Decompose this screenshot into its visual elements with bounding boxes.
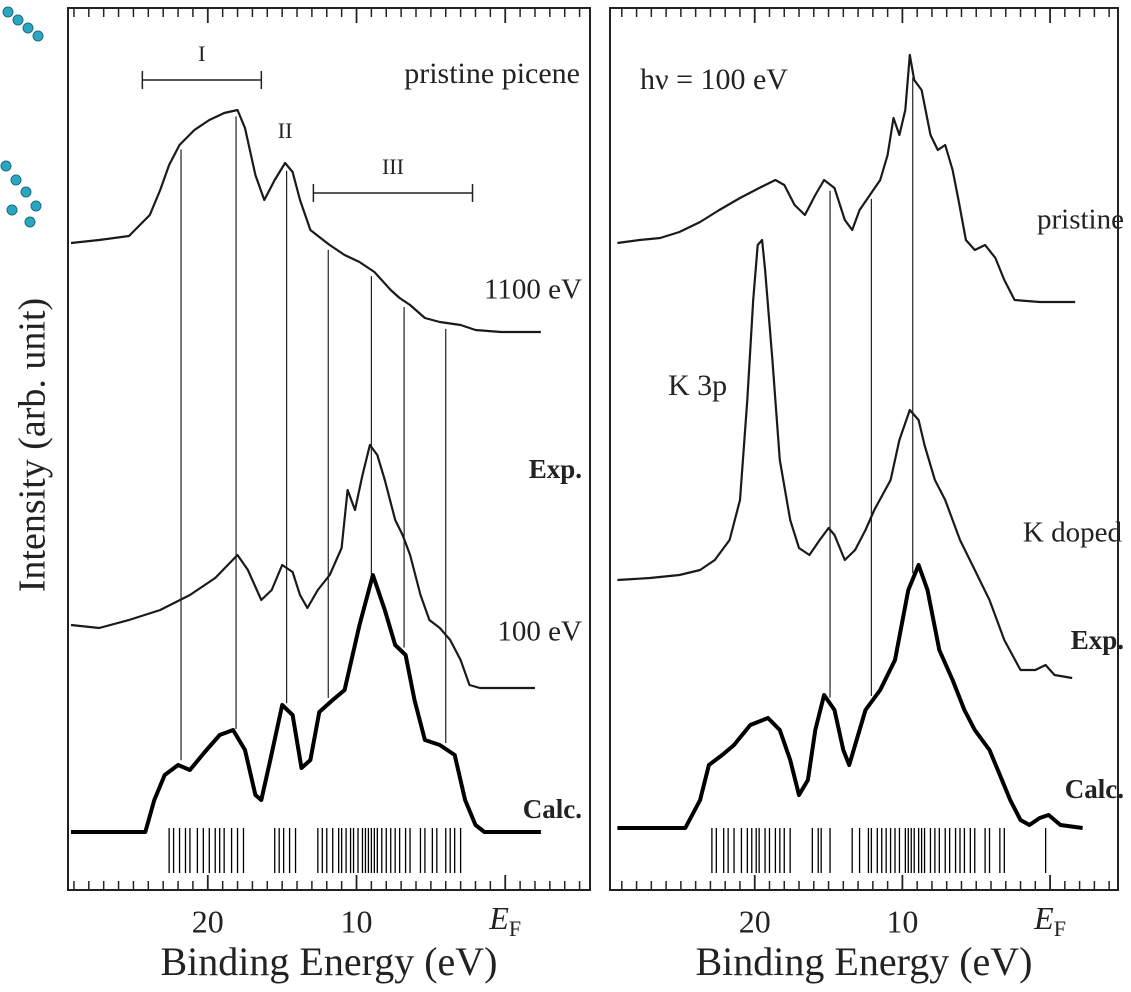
x-axis-label: Binding Energy (eV): [696, 939, 1033, 984]
plot-frame: [67, 7, 591, 891]
x-tick-label: 20: [739, 903, 771, 939]
x-tick-label: 20: [192, 903, 224, 939]
annotation: pristine picene: [404, 57, 580, 90]
tick-label-main: E: [488, 900, 509, 936]
region-label: I: [198, 41, 205, 66]
x-tick-label: 10: [886, 903, 918, 939]
atom: [2, 6, 14, 18]
atom: [24, 216, 36, 228]
plot-frame: [609, 7, 1119, 891]
atom: [0, 160, 12, 172]
molecule-icon: [0, 6, 44, 228]
atom: [32, 30, 44, 42]
annotation: Exp.: [529, 454, 582, 484]
series-label: pristine: [1037, 204, 1124, 236]
spectrum-line: [617, 238, 1073, 680]
x-tick-label: EF: [488, 900, 521, 941]
tick-label-main: E: [1033, 900, 1054, 936]
spectrum-line: [70, 108, 541, 334]
annotation: K 3p: [668, 369, 727, 402]
series-label: Calc.: [1065, 774, 1124, 804]
annotation: hν = 100 eV: [640, 63, 788, 96]
atom: [12, 14, 24, 26]
annotation: Exp.: [1071, 625, 1124, 655]
y-axis-label: Intensity (arb. unit): [12, 298, 54, 592]
series-label: 1100 eV: [484, 274, 582, 306]
region-label: II: [278, 118, 293, 143]
spectrum-line: [71, 573, 541, 834]
series-label: Calc.: [523, 794, 582, 824]
tick-label-sub: F: [509, 916, 521, 941]
atom: [10, 174, 22, 186]
series-label: 100 eV: [497, 616, 582, 648]
region-label: III: [382, 154, 404, 179]
atom: [30, 200, 42, 212]
series-label: K doped: [1023, 517, 1123, 549]
spectrum-line: [617, 563, 1083, 830]
spectrum-line: [70, 443, 535, 690]
atom: [6, 204, 18, 216]
x-tick-label: EF: [1033, 900, 1066, 941]
atom: [20, 186, 32, 198]
spectrum-line: [617, 53, 1076, 304]
x-axis-label: Binding Energy (eV): [161, 939, 498, 984]
tick-label-sub: F: [1054, 916, 1066, 941]
x-tick-label: 10: [341, 903, 373, 939]
atom: [22, 22, 34, 34]
